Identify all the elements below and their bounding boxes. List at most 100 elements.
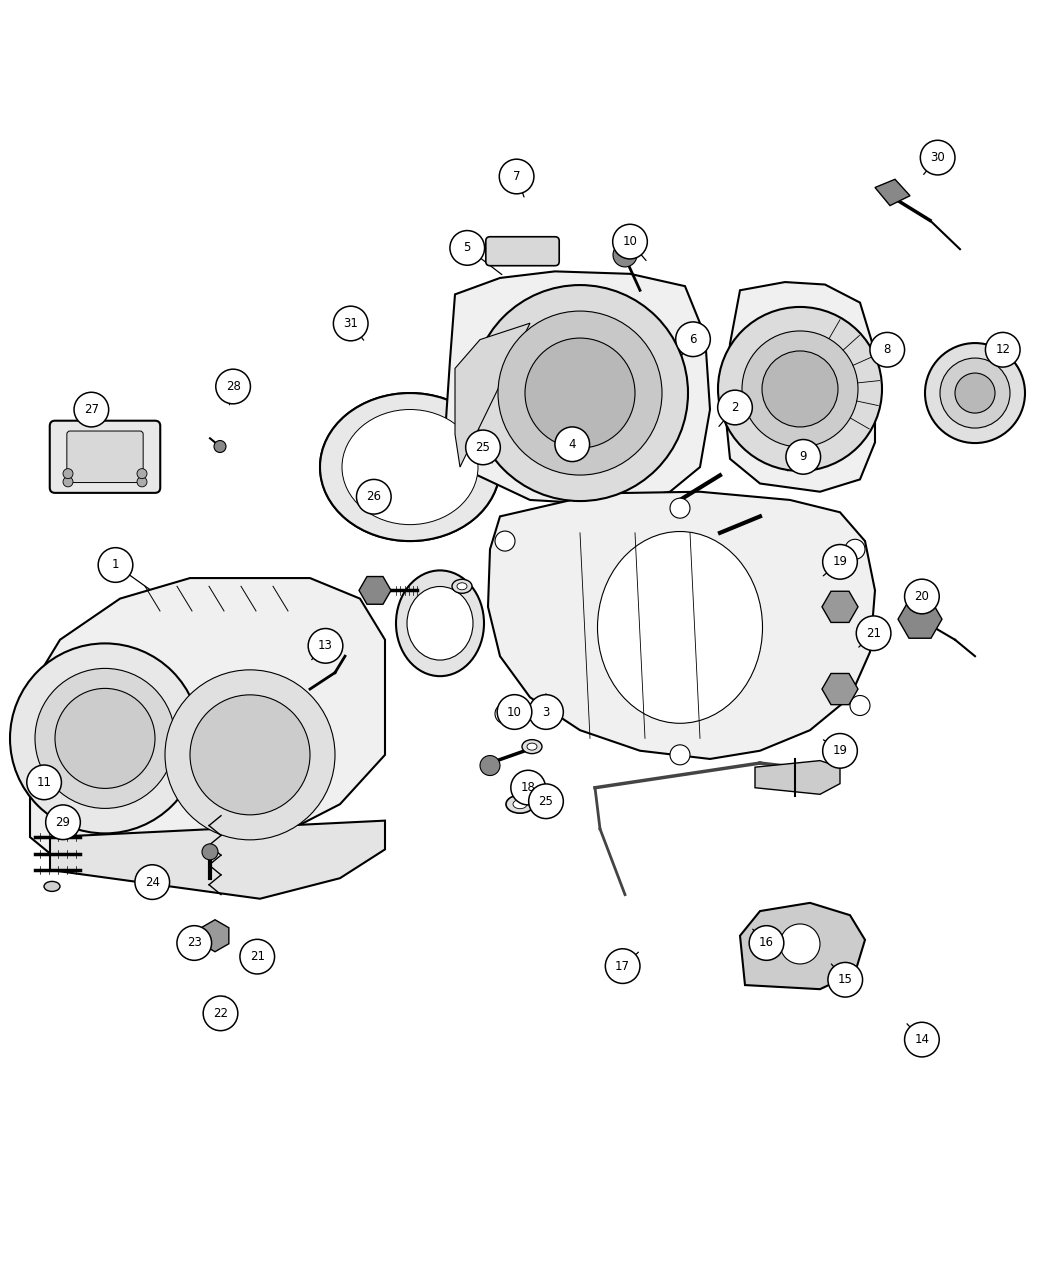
Circle shape [356,479,391,515]
Polygon shape [455,323,530,467]
Ellipse shape [407,586,472,660]
Circle shape [176,926,211,960]
Circle shape [498,695,532,729]
Text: 10: 10 [623,235,637,248]
Text: 18: 18 [521,782,536,794]
Circle shape [136,476,147,487]
Ellipse shape [342,410,478,525]
Polygon shape [724,282,875,492]
Circle shape [528,784,564,819]
Text: 1: 1 [111,558,120,572]
Text: 4: 4 [568,438,576,451]
Circle shape [46,805,80,839]
Text: 19: 19 [833,555,847,568]
Text: 31: 31 [343,317,358,329]
Circle shape [498,312,662,475]
Circle shape [920,140,956,175]
Text: 12: 12 [995,344,1010,356]
Circle shape [99,548,132,582]
Text: 7: 7 [512,170,521,183]
Circle shape [74,392,109,427]
Circle shape [27,765,61,799]
Polygon shape [488,492,875,759]
Circle shape [136,469,147,479]
Circle shape [676,322,710,356]
Circle shape [134,865,169,899]
Circle shape [827,963,863,997]
Text: 26: 26 [366,490,381,503]
Text: 13: 13 [318,640,333,653]
Text: 21: 21 [250,950,265,963]
Circle shape [63,469,74,479]
Text: 21: 21 [866,627,881,640]
Circle shape [823,733,857,769]
Circle shape [239,940,275,974]
Text: 28: 28 [226,381,240,393]
Circle shape [785,439,821,474]
Ellipse shape [457,582,467,590]
Text: 9: 9 [799,451,807,464]
Circle shape [449,231,484,266]
Text: 24: 24 [145,876,160,889]
Text: 17: 17 [615,959,630,973]
Text: 15: 15 [838,973,853,986]
Ellipse shape [320,393,500,541]
Text: 19: 19 [833,744,847,757]
Ellipse shape [44,881,60,891]
Circle shape [823,544,857,580]
Text: 6: 6 [689,333,697,346]
Circle shape [480,756,500,775]
Polygon shape [50,821,385,899]
Polygon shape [445,272,710,504]
Circle shape [309,628,342,663]
Circle shape [940,358,1010,428]
Circle shape [165,670,335,840]
Circle shape [528,695,564,729]
Ellipse shape [597,531,762,723]
Circle shape [63,476,74,487]
Polygon shape [875,179,910,206]
FancyBboxPatch shape [49,420,161,493]
Circle shape [718,306,882,471]
Circle shape [190,695,310,815]
Circle shape [10,644,200,834]
Text: 3: 3 [542,705,550,719]
Ellipse shape [452,580,472,594]
Circle shape [554,427,590,461]
Circle shape [55,688,155,788]
Circle shape [466,430,500,465]
Ellipse shape [527,743,537,750]
Circle shape [780,925,820,964]
Circle shape [904,1023,940,1057]
Text: 29: 29 [56,816,70,829]
Circle shape [670,498,690,518]
Circle shape [612,225,647,259]
Text: 10: 10 [507,705,522,719]
Text: 22: 22 [213,1006,228,1020]
Ellipse shape [506,796,534,813]
Text: 23: 23 [187,936,202,950]
Circle shape [869,332,905,366]
Circle shape [35,668,175,808]
Ellipse shape [522,739,542,753]
Circle shape [472,285,688,501]
Polygon shape [740,903,865,990]
Text: 5: 5 [463,241,471,254]
Text: 11: 11 [37,776,51,789]
Polygon shape [30,578,385,870]
Circle shape [742,331,858,447]
Text: 25: 25 [476,441,490,453]
Circle shape [613,243,637,267]
Circle shape [856,616,890,650]
Circle shape [845,539,865,559]
Circle shape [605,949,640,983]
Text: 20: 20 [915,590,929,603]
Text: 30: 30 [930,151,945,165]
Circle shape [762,351,838,427]
Circle shape [495,531,514,552]
Circle shape [202,844,218,859]
Circle shape [334,306,369,341]
Circle shape [850,696,870,715]
Circle shape [670,744,690,765]
Ellipse shape [513,799,527,808]
